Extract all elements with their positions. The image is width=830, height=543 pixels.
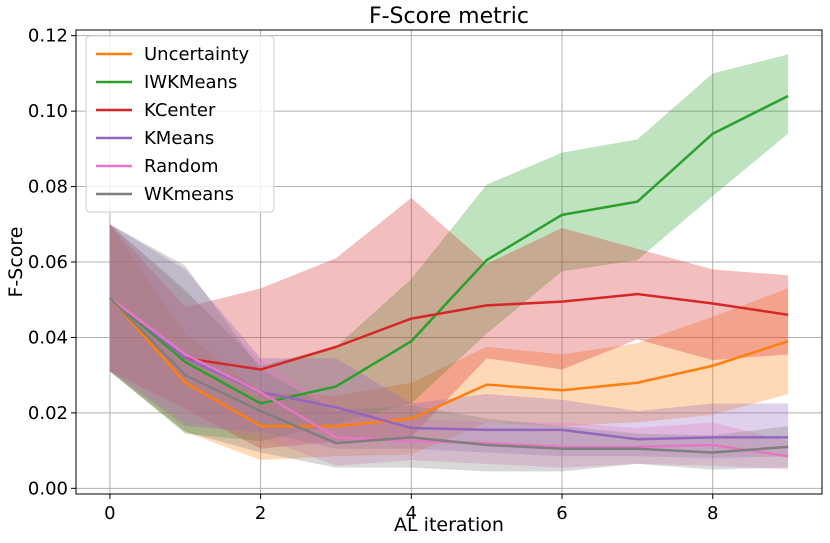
line-iwkmeans: [109, 94, 789, 405]
series-lines: [108, 94, 789, 458]
y-tick-label: 0.00: [28, 478, 68, 499]
x-tick-label: 8: [707, 503, 718, 524]
band-wkmeans: [109, 224, 789, 472]
band-uncertainty: [109, 224, 789, 461]
legend-label-uncertainty: Uncertainty: [144, 44, 250, 65]
line-kcenter: [109, 292, 789, 371]
legend-label-random: Random: [144, 156, 219, 177]
band-iwkmeans: [109, 54, 789, 442]
line-uncertainty: [108, 297, 789, 428]
line-wkmeans: [109, 296, 789, 454]
x-tick-label: 0: [104, 503, 115, 524]
legend: Uncertainty IWKMeans KCenter KMeans Random WK…: [85, 35, 275, 213]
chart-title: F-Score metric: [369, 4, 529, 29]
axis-ticks: 0 2 4 6 8 0.00 0.02 0.04 0.06 0.08 0.10 0.12: [28, 26, 719, 524]
y-tick-label: 0.10: [28, 101, 68, 122]
y-tick-label: 0.02: [28, 403, 68, 424]
band-random: [109, 224, 789, 470]
x-tick-label: 6: [556, 503, 567, 524]
band-kcenter: [109, 197, 789, 449]
x-tick-label: 4: [406, 503, 417, 524]
line-kmeans: [109, 296, 789, 441]
legend-label-kmeans: KMeans: [144, 128, 214, 149]
y-tick-label: 0.08: [28, 177, 68, 198]
y-axis-label: F-Score: [5, 227, 27, 298]
legend-label-wkmeans: WKmeans: [144, 184, 234, 205]
legend-label-kcenter: KCenter: [144, 100, 216, 121]
x-axis-label: AL iteration: [394, 514, 504, 536]
legend-label-iwkmeans: IWKMeans: [144, 72, 237, 93]
y-tick-label: 0.06: [28, 252, 68, 273]
x-tick-label: 2: [255, 503, 266, 524]
legend-box: [85, 35, 275, 213]
y-tick-label: 0.04: [28, 327, 68, 348]
y-tick-label: 0.12: [28, 26, 68, 47]
